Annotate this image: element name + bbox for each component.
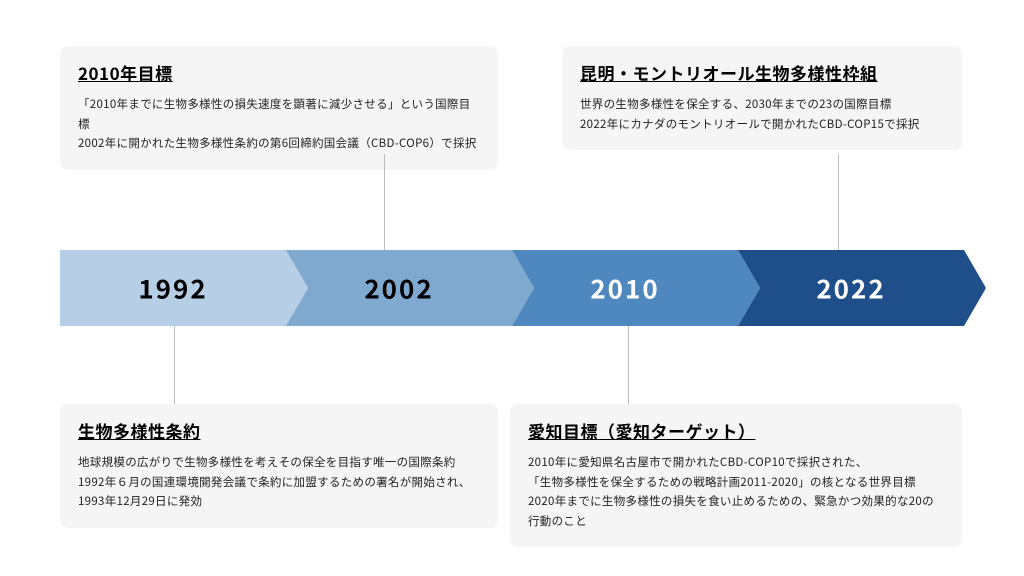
card-title: 愛知目標（愛知ターゲット） [528, 418, 944, 443]
card-body: 地球規模の広がりで生物多様性を考えその保全を目指す唯一の国際条約 1992年６月… [78, 453, 480, 512]
card-body: 「2010年までに生物多様性の損失速度を顕著に減少させる」という国際目標 200… [78, 95, 480, 154]
card-line: 「生物多様性を保全するための戦略計画2011-2020」の核となる世界目標 [528, 473, 944, 493]
connector-top-left [384, 154, 385, 250]
connector-bottom-left [174, 326, 175, 404]
card-body: 世界の生物多様性を保全する、2030年までの23の国際目標 2022年にカナダの… [580, 95, 944, 134]
card-line: 2002年に開かれた生物多様性条約の第6回締約国会議（CBD-COP6）で採択 [78, 134, 480, 154]
card-line: 2022年にカナダのモントリオールで開かれたCBD-COP15で採択 [580, 115, 944, 135]
year-label: 2002 [286, 270, 512, 307]
card-line: 2020年までに生物多様性の損失を食い止めるための、緊急かつ効果的な20の行動の… [528, 492, 944, 531]
connector-bottom-right [628, 326, 629, 404]
connector-top-right [838, 154, 839, 250]
timeline-segment-1992: 1992 [60, 250, 308, 326]
card-line: 1992年６月の国連環境開発会議で条約に加盟するための署名が開始され、1993年… [78, 473, 480, 512]
card-body: 2010年に愛知県名古屋市で開かれたCBD-COP10で採択された、 「生物多様… [528, 453, 944, 531]
timeline-segment-2010: 2010 [512, 250, 760, 326]
timeline-segment-2022: 2022 [738, 250, 986, 326]
card-kunming-montreal: 昆明・モントリオール生物多様性枠組 世界の生物多様性を保全する、2030年までの… [562, 46, 962, 150]
timeline: 1992 2002 2010 2022 [60, 250, 964, 326]
card-2010-target: 2010年目標 「2010年までに生物多様性の損失速度を顕著に減少させる」という… [60, 46, 498, 170]
card-line: 2010年に愛知県名古屋市で開かれたCBD-COP10で採択された、 [528, 453, 944, 473]
card-line: 世界の生物多様性を保全する、2030年までの23の国際目標 [580, 95, 944, 115]
card-title: 生物多様性条約 [78, 418, 480, 443]
card-cbd: 生物多様性条約 地球規模の広がりで生物多様性を考えその保全を目指す唯一の国際条約… [60, 404, 498, 528]
card-line: 「2010年までに生物多様性の損失速度を顕著に減少させる」という国際目標 [78, 95, 480, 134]
timeline-segment-2002: 2002 [286, 250, 534, 326]
year-label: 2010 [512, 270, 738, 307]
year-label: 1992 [60, 270, 286, 307]
card-title: 昆明・モントリオール生物多様性枠組 [580, 60, 944, 85]
card-aichi: 愛知目標（愛知ターゲット） 2010年に愛知県名古屋市で開かれたCBD-COP1… [510, 404, 962, 547]
card-title: 2010年目標 [78, 60, 480, 85]
year-label: 2022 [738, 270, 964, 307]
card-line: 地球規模の広がりで生物多様性を考えその保全を目指す唯一の国際条約 [78, 453, 480, 473]
